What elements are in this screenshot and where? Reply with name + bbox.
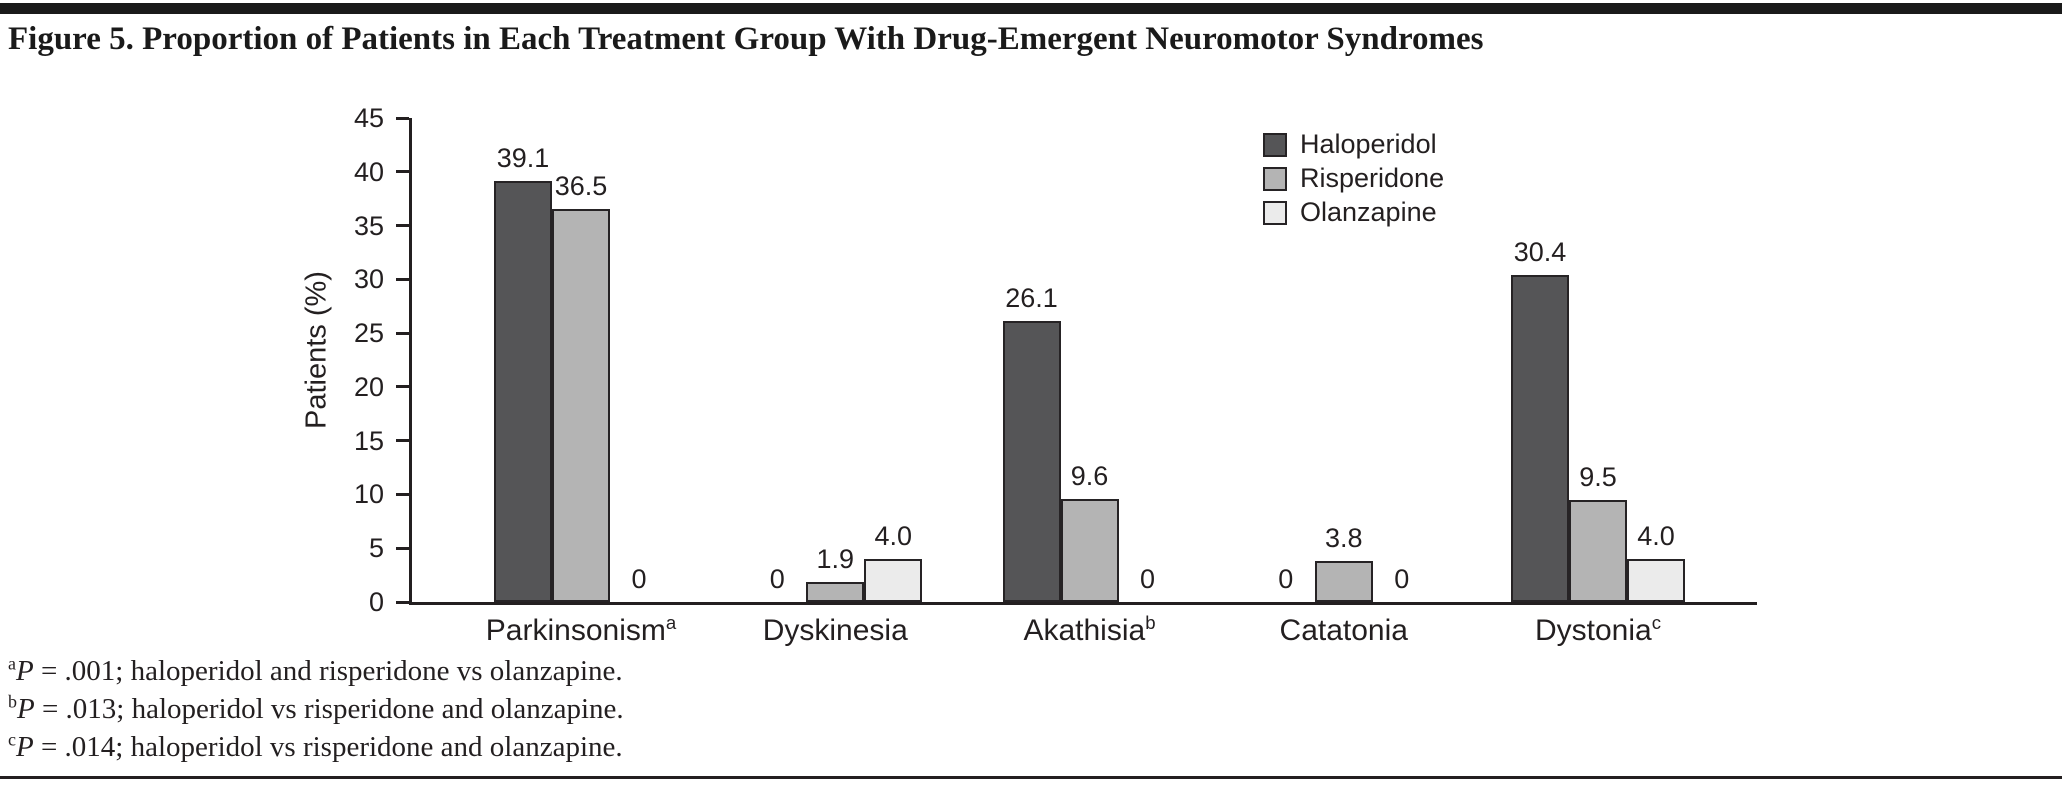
legend: Haloperidol Risperidone Olanzapine: [1263, 131, 1444, 226]
category-superscript: a: [665, 612, 677, 633]
y-tick-label: 40: [353, 156, 384, 187]
footnote-superscript: a: [8, 653, 16, 674]
bar-risperidone-dyskinesia: [806, 581, 865, 602]
bar-risperidone-dystonia: [1569, 499, 1627, 602]
y-tick-mark: [396, 170, 409, 174]
value-label: 4.0: [1637, 520, 1675, 551]
figure-title: Figure 5. Proportion of Patients in Each…: [8, 21, 1484, 57]
value-label: 26.1: [1005, 283, 1058, 314]
y-tick-label: 45: [353, 103, 384, 133]
bar-risperidone-catatonia: [1314, 561, 1373, 602]
footnote-a: aP = .001; haloperidol and risperidone v…: [8, 653, 623, 687]
legend-swatch-icon: [1263, 166, 1287, 191]
category-label-parkinsonism: Parkinsonisma: [485, 612, 677, 647]
value-label: 4.0: [874, 520, 913, 551]
top-rule: [0, 3, 2062, 14]
category-superscript: c: [1651, 612, 1661, 633]
legend-swatch-icon: [1263, 132, 1287, 157]
bottom-rule: [0, 776, 2062, 779]
bar-haloperidol-akathisia: [1002, 321, 1061, 602]
y-axis-title: Patients (%): [300, 271, 333, 429]
x-axis-line: [409, 602, 1757, 605]
category-label-akathisia: Akathisiab: [1023, 612, 1156, 647]
category-label-catatonia: Catatonia: [1279, 614, 1408, 647]
footnote-c: cP = .014; haloperidol vs risperidone an…: [8, 729, 623, 763]
bar-haloperidol-dystonia: [1511, 275, 1569, 602]
bar-olanzapine-dystonia: [1627, 558, 1685, 602]
y-tick-mark: [396, 277, 409, 281]
legend-swatch-icon: [1263, 200, 1287, 225]
category-label-dystonia: Dystoniac: [1534, 612, 1661, 647]
y-tick-label: 5: [368, 533, 384, 564]
value-label: 9.5: [1579, 461, 1617, 492]
value-label: 3.8: [1324, 523, 1363, 554]
legend-label: Risperidone: [1300, 163, 1445, 193]
legend-label: Haloperidol: [1300, 129, 1437, 159]
footnotes: aP = .001; haloperidol and risperidone v…: [8, 652, 624, 766]
legend-item-olanzapine: Olanzapine: [1263, 199, 1444, 226]
value-label: 0: [1139, 564, 1156, 594]
y-tick-label: 25: [353, 318, 384, 349]
value-label: 0: [1278, 564, 1294, 594]
y-tick-mark: [396, 439, 409, 443]
y-tick-label: 35: [353, 210, 384, 241]
value-label: 0: [631, 564, 647, 594]
y-tick-mark: [396, 600, 409, 604]
y-tick-mark: [396, 116, 409, 120]
value-label: 1.9: [816, 543, 855, 574]
footnote-superscript: c: [8, 729, 16, 750]
bar-olanzapine-dyskinesia: [864, 558, 923, 602]
value-label: 30.4: [1513, 237, 1567, 268]
y-tick-mark: [396, 546, 409, 550]
footnote-b: bP = .013; haloperidol vs risperidone an…: [8, 691, 624, 725]
p-value-symbol: P: [16, 693, 35, 725]
footnote-superscript: b: [8, 691, 17, 712]
y-tick-mark: [396, 224, 409, 228]
legend-item-risperidone: Risperidone: [1263, 165, 1444, 192]
y-tick-label: 15: [353, 425, 384, 456]
y-tick-mark: [396, 492, 409, 496]
y-axis-line: [409, 118, 412, 605]
plot-area: 0 5 10 15 20 25 30 35 40 45 39.1 0 26.1 0 30.4 36.5 1.9 9…: [354, 105, 1757, 647]
legend-label: Olanzapine: [1300, 197, 1437, 227]
value-label: 9.6: [1070, 460, 1109, 491]
value-label: 39.1: [496, 143, 550, 174]
y-tick-mark: [396, 331, 409, 335]
value-label: 0: [1394, 564, 1410, 594]
bar-risperidone-akathisia: [1060, 498, 1119, 602]
value-label: 36.5: [554, 171, 608, 202]
bar-risperidone-parkinsonism: [552, 209, 610, 602]
y-tick-label: 0: [368, 587, 384, 617]
y-tick-label: 30: [353, 264, 384, 295]
p-value-symbol: P: [15, 731, 34, 763]
category-superscript: b: [1145, 612, 1156, 633]
value-label: 0: [769, 564, 785, 594]
y-tick-mark: [396, 385, 409, 389]
y-tick-label: 10: [353, 479, 384, 510]
p-value-symbol: P: [15, 655, 34, 687]
bar-haloperidol-parkinsonism: [494, 181, 552, 602]
y-tick-label: 20: [353, 371, 384, 402]
category-label-dyskinesia: Dyskinesia: [762, 614, 908, 647]
legend-item-haloperidol: Haloperidol: [1263, 131, 1444, 158]
